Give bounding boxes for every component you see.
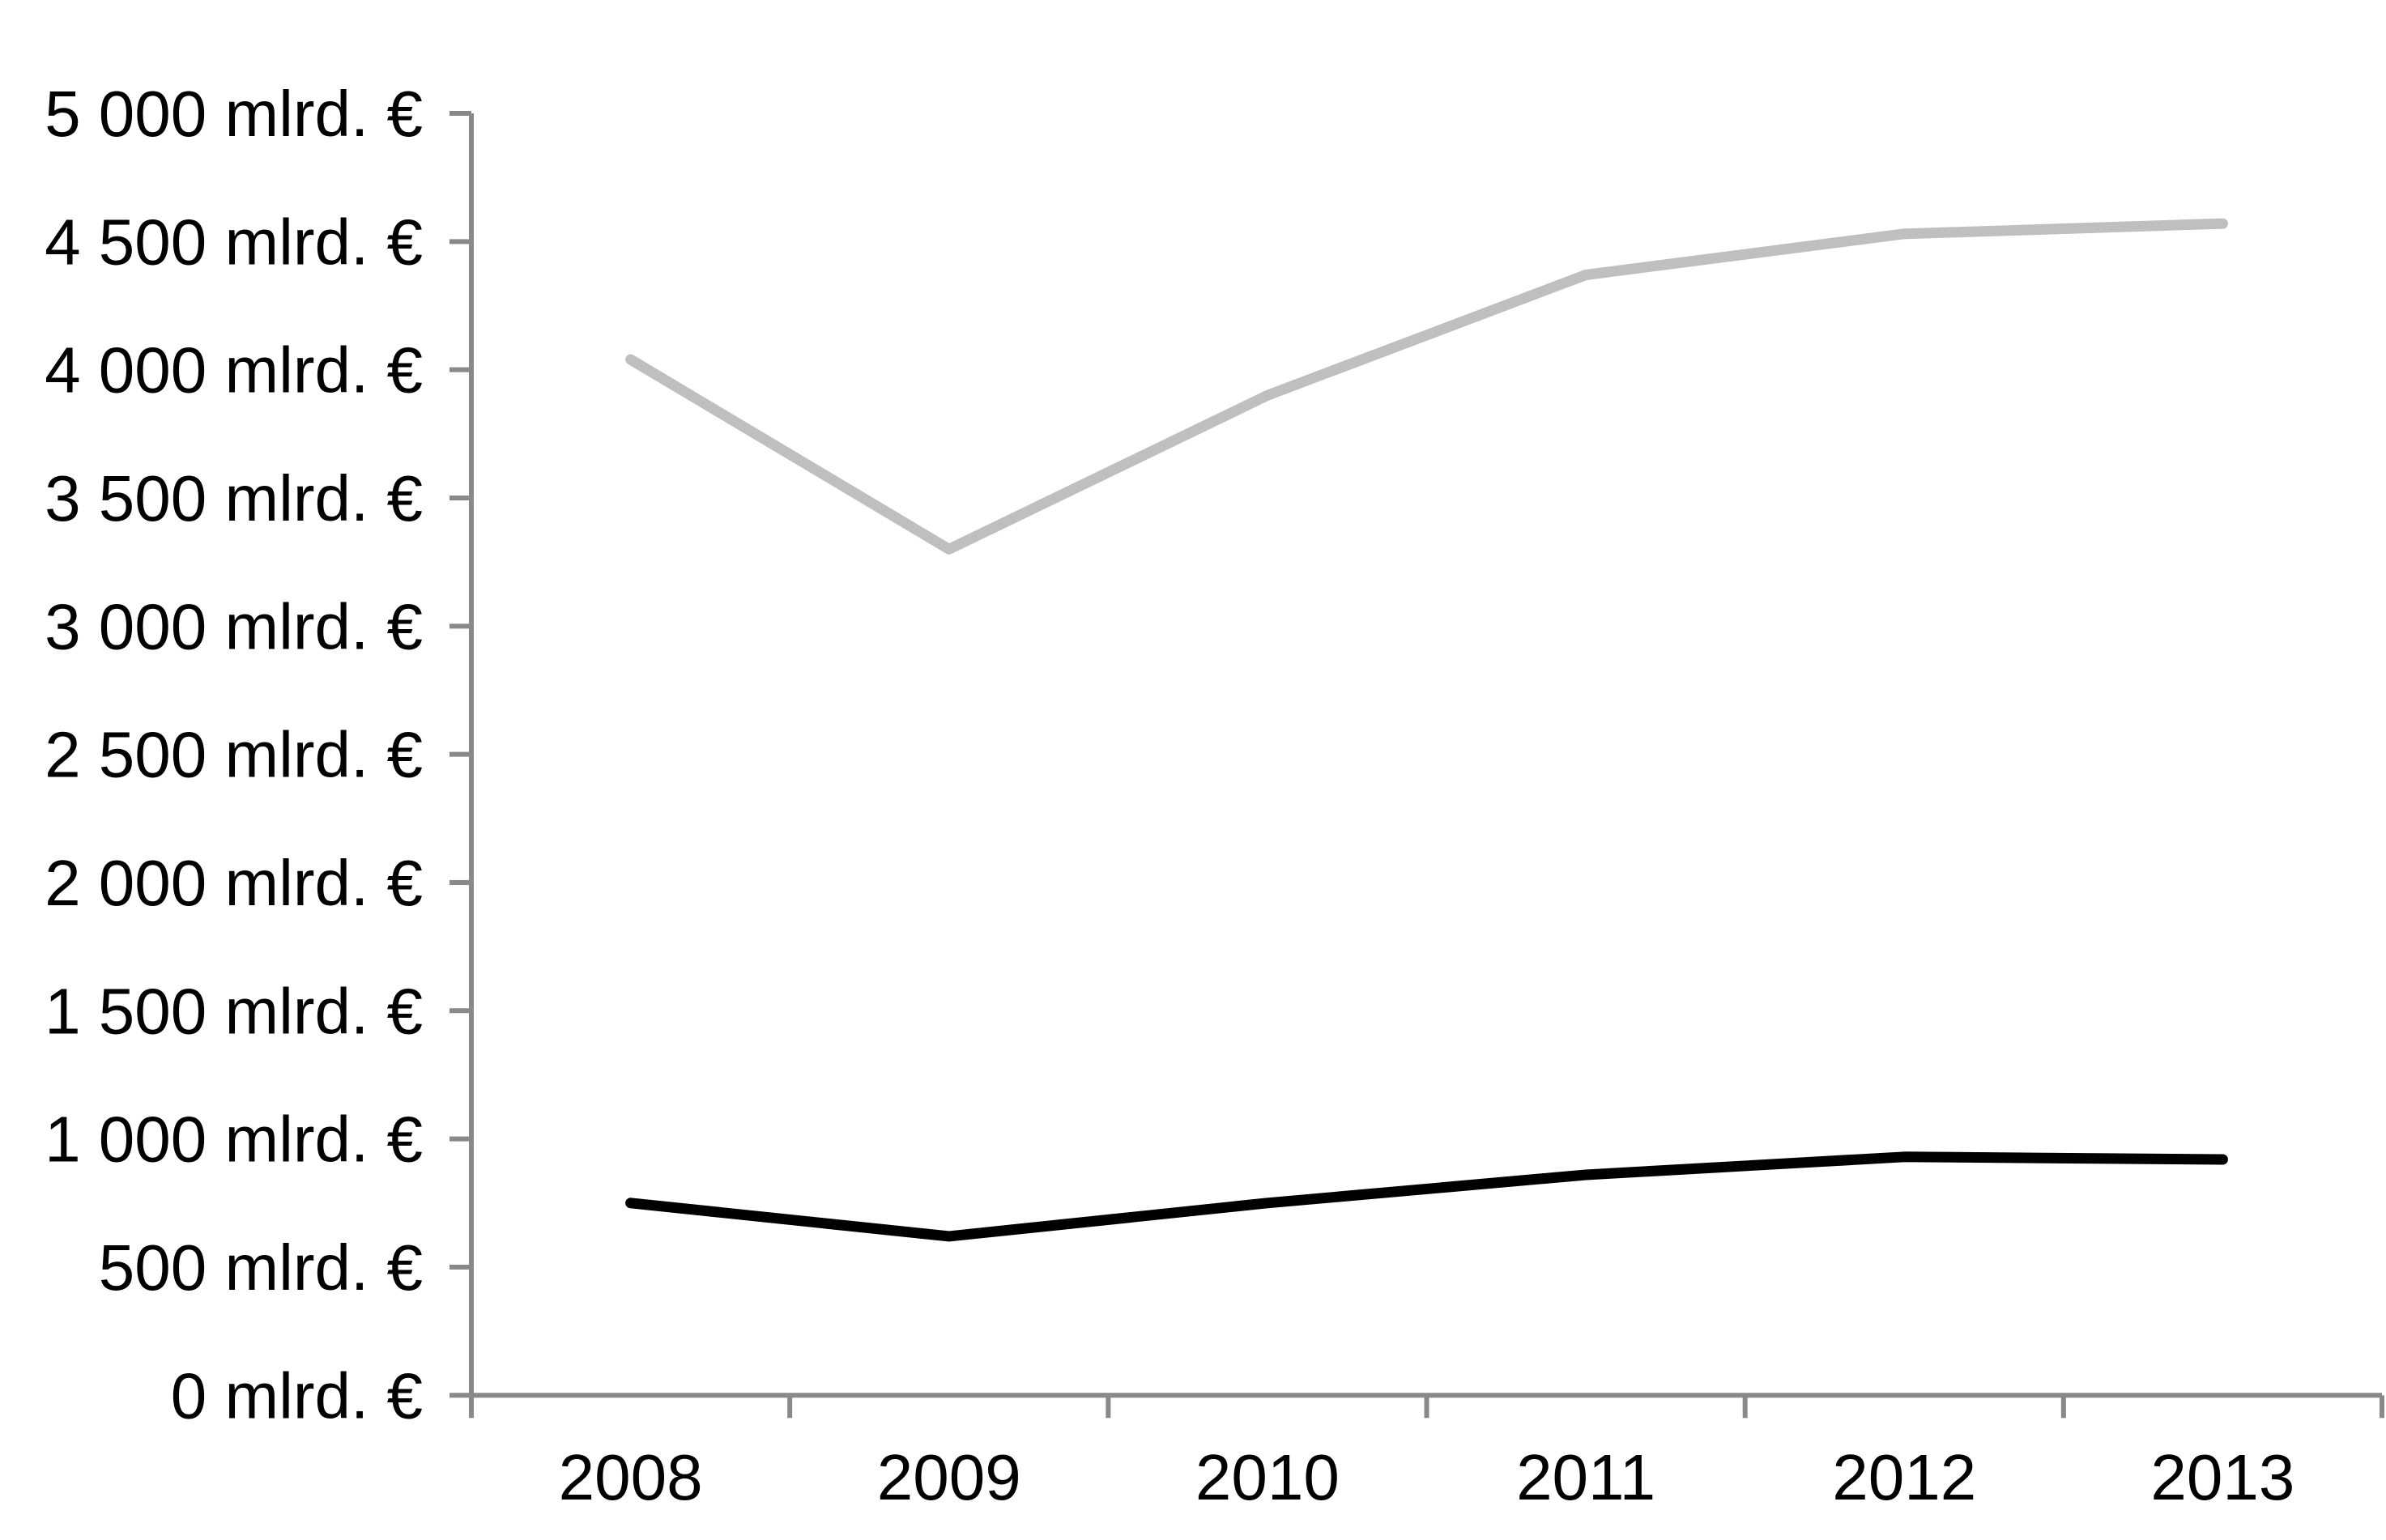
- x-axis-category-label: 2008: [559, 1441, 703, 1513]
- y-axis-tick-label: 2 500 mlrd. €: [45, 719, 423, 791]
- y-axis-tick-label: 3 000 mlrd. €: [45, 590, 423, 662]
- y-axis-tick-label: 2 000 mlrd. €: [45, 847, 423, 919]
- x-axis-category-label: 2009: [877, 1441, 1021, 1513]
- x-axis-category-label: 2012: [1832, 1441, 1976, 1513]
- series-line-lower-black-series: [625, 1151, 2228, 1242]
- y-axis-tick-label: 1 000 mlrd. €: [45, 1104, 423, 1176]
- y-axis-tick-label: 500 mlrd. €: [99, 1232, 423, 1304]
- y-axis-tick-label: 4 000 mlrd. €: [45, 334, 423, 406]
- y-axis-tick-label: 4 500 mlrd. €: [45, 206, 423, 278]
- y-axis-tick-label: 5 000 mlrd. €: [45, 78, 423, 150]
- x-axis-category-label: 2010: [1195, 1441, 1340, 1513]
- x-axis-category-label: 2013: [2150, 1441, 2294, 1513]
- series-line-upper-gray-series: [625, 218, 2228, 555]
- y-axis-tick-label: 1 500 mlrd. €: [45, 975, 423, 1047]
- x-axis-category-label: 2011: [1516, 1441, 1655, 1513]
- y-axis-tick-label: 0 mlrd. €: [171, 1359, 423, 1432]
- y-axis-tick-label: 3 500 mlrd. €: [45, 462, 423, 534]
